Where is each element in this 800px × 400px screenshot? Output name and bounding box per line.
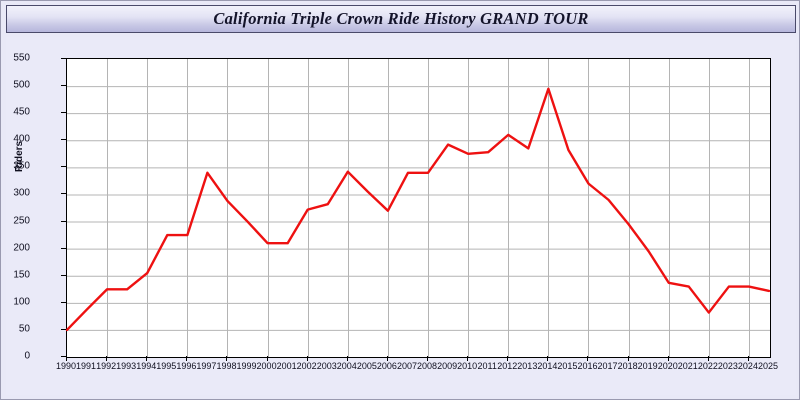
y-axis-tickmark bbox=[61, 112, 66, 113]
x-axis-tickmark bbox=[267, 356, 268, 361]
chart-panel: Riders 0 50 100 150 200 250 300 350 400 450 500 550… bbox=[6, 37, 796, 395]
x-axis-tickmark bbox=[427, 356, 428, 361]
x-axis-tickmark bbox=[467, 356, 468, 361]
y-axis-tick-350: 350 bbox=[13, 160, 30, 172]
x-axis-tick-2023: 2023 bbox=[717, 361, 738, 371]
x-axis-tick-1999: 1999 bbox=[236, 361, 257, 371]
y-axis-tick-250: 250 bbox=[13, 215, 30, 227]
y-axis-tick-450: 450 bbox=[13, 106, 30, 118]
x-axis-tick-2003: 2003 bbox=[316, 361, 337, 371]
x-axis-tick-2005: 2005 bbox=[356, 361, 377, 371]
window-title-bar: California Triple Crown Ride History GRA… bbox=[6, 5, 796, 33]
y-axis-tickmark bbox=[61, 356, 66, 357]
x-axis-tick-2015: 2015 bbox=[557, 361, 578, 371]
x-axis-tick-1991: 1991 bbox=[76, 361, 97, 371]
x-axis-tick-2017: 2017 bbox=[597, 361, 618, 371]
y-axis-tick-100: 100 bbox=[13, 296, 30, 308]
x-axis-tick-2011: 2011 bbox=[477, 361, 497, 371]
x-axis-tickmark bbox=[668, 356, 669, 361]
x-axis-tick-2009: 2009 bbox=[437, 361, 458, 371]
x-axis-tick-2019: 2019 bbox=[637, 361, 658, 371]
y-axis-tickmark bbox=[61, 221, 66, 222]
x-axis-tickmark bbox=[66, 356, 67, 361]
x-axis-tickmark bbox=[708, 356, 709, 361]
y-axis-tick-50: 50 bbox=[18, 323, 30, 335]
x-axis-tick-2012: 2012 bbox=[497, 361, 518, 371]
x-axis-tick-2004: 2004 bbox=[336, 361, 357, 371]
x-axis-tick-2006: 2006 bbox=[376, 361, 397, 371]
x-axis-tickmark bbox=[146, 356, 147, 361]
x-axis-tick-2024: 2024 bbox=[737, 361, 758, 371]
x-axis-tick-2001: 2001 bbox=[276, 361, 297, 371]
x-axis-tick-2016: 2016 bbox=[577, 361, 598, 371]
y-axis-tick-300: 300 bbox=[13, 187, 30, 199]
x-axis-tickmark bbox=[628, 356, 629, 361]
x-axis-tick-1990: 1990 bbox=[55, 361, 77, 371]
x-axis-tick-2018: 2018 bbox=[617, 361, 638, 371]
x-axis-tick-1997: 1997 bbox=[196, 361, 217, 371]
x-axis-tick-2022: 2022 bbox=[697, 361, 718, 371]
line-series-riders bbox=[65, 87, 771, 332]
y-axis-tick-0: 0 bbox=[24, 350, 30, 362]
y-axis-tickmark bbox=[61, 166, 66, 167]
x-axis-tickmark bbox=[748, 356, 749, 361]
x-axis-tick-2002: 2002 bbox=[296, 361, 317, 371]
y-axis-tickmark bbox=[61, 58, 66, 59]
x-axis-tick-2000: 2000 bbox=[256, 361, 277, 371]
y-axis-tickmark bbox=[61, 193, 66, 194]
x-axis-tick-1994: 1994 bbox=[136, 361, 157, 371]
x-axis-tickmark bbox=[507, 356, 508, 361]
x-axis-tickmark bbox=[307, 356, 308, 361]
x-axis-tick-2025: 2025 bbox=[757, 361, 779, 371]
x-axis-tick-2020: 2020 bbox=[657, 361, 678, 371]
x-axis-tick-2007: 2007 bbox=[396, 361, 417, 371]
x-axis-tickmark bbox=[587, 356, 588, 361]
x-axis-tick-1995: 1995 bbox=[156, 361, 177, 371]
x-axis-tick-2008: 2008 bbox=[417, 361, 438, 371]
x-axis-tick-1992: 1992 bbox=[96, 361, 117, 371]
y-axis-tickmark bbox=[61, 139, 66, 140]
x-axis-tick-2013: 2013 bbox=[517, 361, 538, 371]
x-axis-tickmark bbox=[186, 356, 187, 361]
x-axis-tick-1996: 1996 bbox=[176, 361, 197, 371]
x-axis-tick-2010: 2010 bbox=[457, 361, 478, 371]
x-axis-tickmark bbox=[387, 356, 388, 361]
y-axis-tickmark bbox=[61, 302, 66, 303]
y-axis-tickmark bbox=[61, 275, 66, 276]
x-axis-tick-1993: 1993 bbox=[116, 361, 137, 371]
x-axis-tickmark bbox=[226, 356, 227, 361]
x-axis-tick-2021: 2021 bbox=[677, 361, 698, 371]
y-axis-tickmark bbox=[61, 329, 66, 330]
x-axis-tickmark bbox=[347, 356, 348, 361]
y-axis-tickmark bbox=[61, 85, 66, 86]
x-axis-tick-1998: 1998 bbox=[216, 361, 237, 371]
x-axis-tickmark bbox=[547, 356, 548, 361]
plot-area bbox=[65, 58, 771, 358]
y-axis-tick-550: 550 bbox=[13, 52, 30, 64]
y-axis-tick-200: 200 bbox=[13, 242, 30, 254]
y-axis-tick-500: 500 bbox=[13, 79, 30, 91]
x-axis-tick-2014: 2014 bbox=[537, 361, 558, 371]
y-axis-tick-400: 400 bbox=[13, 133, 30, 145]
x-axis-tickmark bbox=[106, 356, 107, 361]
page-title: California Triple Crown Ride History GRA… bbox=[213, 9, 589, 28]
y-axis-tickmark bbox=[61, 248, 66, 249]
y-axis-tick-150: 150 bbox=[13, 269, 30, 281]
